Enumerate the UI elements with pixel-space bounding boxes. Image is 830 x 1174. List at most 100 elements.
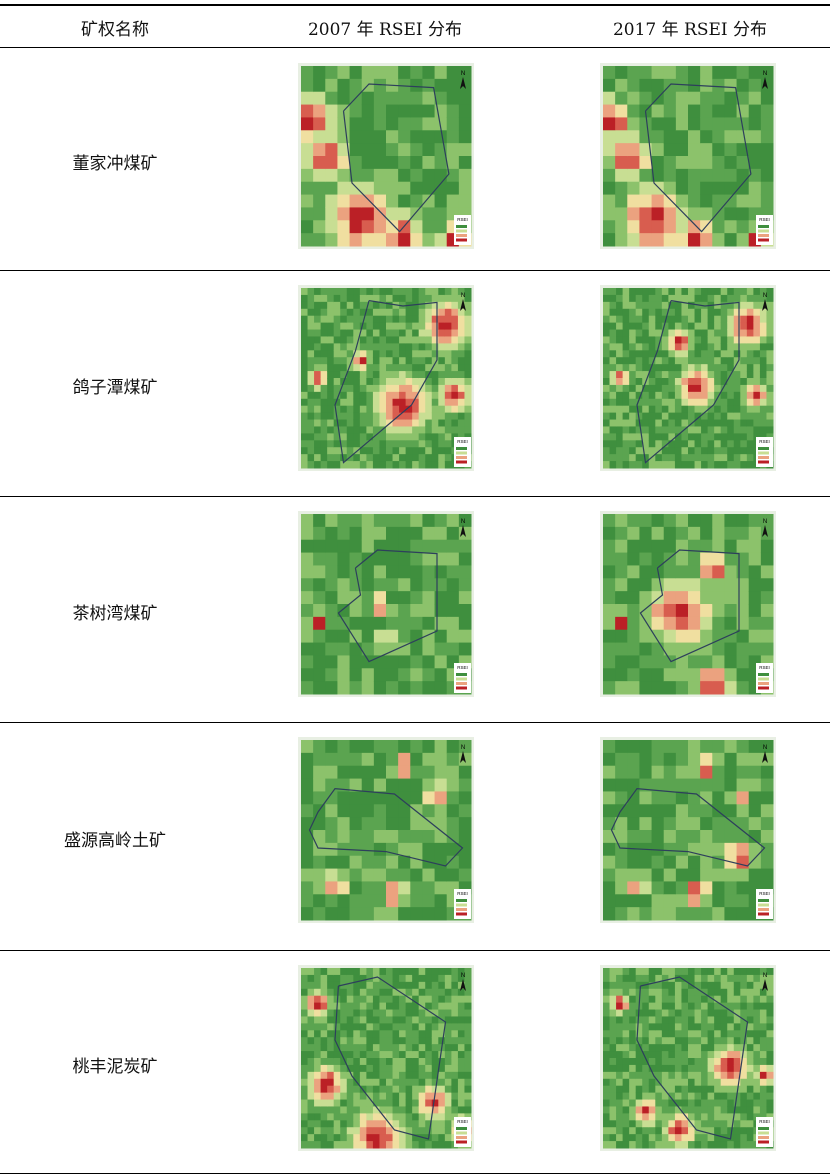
- map-pixel: [655, 1065, 662, 1072]
- map-pixel: [701, 288, 708, 295]
- map-pixel: [386, 779, 399, 792]
- map-pixel: [610, 1044, 617, 1051]
- map-pixel: [652, 578, 665, 591]
- map-pixel: [451, 364, 458, 371]
- map-pixel: [668, 996, 675, 1003]
- map-pixel: [639, 753, 652, 766]
- map-pixel: [458, 1044, 465, 1051]
- map-pixel: [662, 433, 669, 440]
- map-pixel: [766, 1010, 773, 1017]
- map-pixel: [642, 350, 649, 357]
- map-pixel: [399, 1134, 406, 1141]
- map-pixel: [386, 447, 393, 454]
- map-pixel: [334, 330, 341, 337]
- map-pixel: [386, 143, 399, 156]
- map-pixel: [362, 830, 375, 843]
- legend-swatch: [456, 447, 467, 450]
- map-pixel: [712, 753, 725, 766]
- map-pixel: [708, 364, 715, 371]
- map-pixel: [734, 413, 741, 420]
- map-pixel: [652, 907, 665, 920]
- map-pixel: [321, 420, 328, 427]
- map-pixel: [603, 1072, 610, 1079]
- map-pixel: [662, 1113, 669, 1120]
- map-pixel: [747, 1010, 754, 1017]
- map-pixel: [399, 440, 406, 447]
- map-pixel: [766, 399, 773, 406]
- map-pixel: [727, 1016, 734, 1023]
- map-pixel: [636, 1120, 643, 1127]
- map-pixel: [410, 817, 423, 830]
- map-pixel: [708, 461, 715, 468]
- map-pixel: [314, 406, 321, 413]
- map-pixel: [695, 1003, 702, 1010]
- map-pixel: [406, 392, 413, 399]
- map-pixel: [327, 295, 334, 302]
- map-pixel: [301, 1079, 308, 1086]
- legend-swatch: [456, 678, 467, 681]
- map-pixel: [642, 1093, 649, 1100]
- map-pixel: [451, 1079, 458, 1086]
- map-pixel: [321, 1079, 328, 1086]
- map-pixel: [662, 461, 669, 468]
- map-pixel: [662, 385, 669, 392]
- map-pixel: [362, 881, 375, 894]
- map-pixel: [629, 1037, 636, 1044]
- map-pixel: [688, 553, 701, 566]
- map-pixel: [425, 447, 432, 454]
- map-pixel: [386, 92, 399, 105]
- map-pixel: [360, 385, 367, 392]
- map-pixel: [662, 406, 669, 413]
- map-pixel: [749, 869, 762, 882]
- map-pixel: [747, 316, 754, 323]
- map-pixel: [668, 447, 675, 454]
- map-pixel: [313, 668, 326, 681]
- map-pixel: [700, 169, 713, 182]
- map-pixel: [655, 302, 662, 309]
- map-pixel: [724, 565, 737, 578]
- map-pixel: [603, 1044, 610, 1051]
- map-pixel: [610, 330, 617, 337]
- map-pixel: [313, 681, 326, 694]
- map-pixel: [419, 323, 426, 330]
- map-pixel: [603, 791, 616, 804]
- map-pixel: [301, 565, 314, 578]
- map-pixel: [627, 630, 640, 643]
- map-pixel: [740, 399, 747, 406]
- map-pixel: [737, 668, 750, 681]
- map-pixel: [438, 1113, 445, 1120]
- map-pixel: [432, 1113, 439, 1120]
- map-pixel: [676, 766, 689, 779]
- map-pixel: [724, 156, 737, 169]
- map-pixel: [603, 1120, 610, 1127]
- map-pixel: [362, 540, 375, 553]
- map-pixel: [445, 440, 452, 447]
- map-pixel: [623, 1051, 630, 1058]
- map-pixel: [610, 1010, 617, 1017]
- map-pixel: [308, 385, 315, 392]
- map-pixel: [712, 907, 725, 920]
- map-pixel: [642, 1113, 649, 1120]
- map-pixel: [727, 1065, 734, 1072]
- map-pixel: [708, 420, 715, 427]
- map-pixel: [301, 1023, 308, 1030]
- map-pixel: [747, 447, 754, 454]
- map-pixel: [639, 655, 652, 668]
- map-pixel: [313, 220, 326, 233]
- map-pixel: [399, 1016, 406, 1023]
- map-pixel: [386, 117, 399, 130]
- map-pixel: [350, 830, 363, 843]
- map-pixel: [676, 817, 689, 830]
- map-pixel: [410, 668, 423, 681]
- map-pixel: [422, 843, 435, 856]
- map-pixel: [301, 843, 314, 856]
- map-pixel: [747, 343, 754, 350]
- map-pixel: [464, 975, 471, 982]
- map-pixel: [603, 604, 616, 617]
- legend-title: RSEI: [759, 439, 770, 444]
- map-pixel: [327, 406, 334, 413]
- map-pixel: [747, 323, 754, 330]
- map-pixel: [616, 420, 623, 427]
- map-pixel: [695, 1051, 702, 1058]
- map-pixel: [642, 295, 649, 302]
